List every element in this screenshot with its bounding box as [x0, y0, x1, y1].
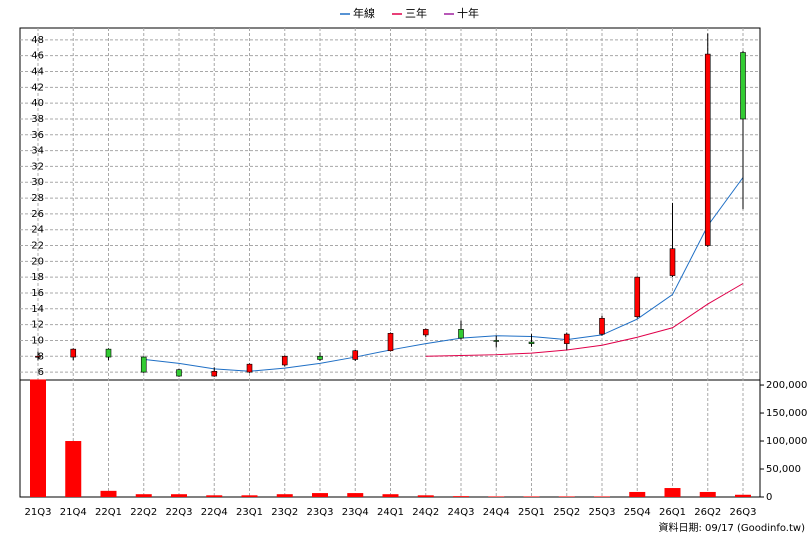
candle-body	[211, 370, 218, 377]
volume-bar	[100, 490, 117, 497]
candle-body	[317, 355, 323, 360]
candle-body	[35, 355, 41, 358]
x-tick-label: 23Q1	[236, 507, 263, 518]
x-tick-label: 22Q4	[201, 507, 228, 518]
x-tick-label: 26Q3	[730, 507, 757, 518]
volume-bar	[382, 494, 399, 497]
y2-tick-label: 100,000	[766, 436, 807, 447]
volume-bar	[453, 496, 469, 497]
volume-bar	[523, 496, 540, 497]
y2-tick-label: 200,000	[766, 380, 807, 391]
volume-bar	[171, 494, 187, 497]
volume-bar	[65, 441, 82, 497]
y-tick-label: 48	[31, 35, 44, 46]
x-tick-label: 25Q4	[624, 507, 651, 518]
volume-bar	[276, 494, 293, 497]
candle-body	[281, 355, 288, 366]
candle-body	[140, 356, 147, 373]
candle-body	[70, 348, 77, 358]
x-tick-label: 22Q1	[95, 507, 122, 518]
data-date-note: 資料日期: 09/17 (Goodinfo.tw)	[658, 521, 805, 534]
y-tick-label: 34	[31, 146, 44, 157]
x-tick-label: 25Q3	[589, 507, 616, 518]
candle-body	[740, 52, 746, 120]
volume-bar	[699, 491, 716, 497]
y-tick-label: 10	[31, 335, 44, 346]
candle-body	[563, 333, 570, 344]
y-tick-label: 12	[31, 320, 44, 331]
y-tick-label: 46	[31, 51, 44, 62]
candle-body	[493, 340, 500, 342]
volume-bar	[594, 496, 610, 497]
y-tick-label: 40	[31, 98, 44, 109]
y-tick-label: 24	[31, 225, 44, 236]
y-tick-label: 26	[31, 209, 44, 220]
legend-label: 年線	[353, 6, 375, 20]
volume-bar	[664, 488, 681, 497]
y2-tick-label: 0	[766, 492, 772, 503]
ma-line	[425, 283, 744, 357]
legend-label: 三年	[405, 6, 427, 20]
candle-body	[176, 369, 182, 377]
x-tick-label: 21Q4	[60, 507, 87, 518]
y-tick-label: 36	[31, 130, 44, 141]
y-tick-label: 22	[31, 241, 44, 252]
y-tick-label: 14	[31, 304, 44, 315]
x-tick-label: 23Q2	[271, 507, 298, 518]
volume-bar	[488, 496, 505, 497]
candle-body	[458, 329, 464, 339]
volume-bar	[629, 491, 646, 497]
volume-bar	[241, 495, 258, 497]
x-tick-label: 26Q2	[694, 507, 721, 518]
candle-body	[387, 333, 394, 352]
volume-bar	[735, 494, 751, 497]
y-tick-label: 32	[31, 161, 44, 172]
y-tick-label: 6	[38, 367, 44, 378]
y-tick-label: 8	[38, 351, 44, 362]
candle-body	[528, 341, 535, 344]
volume-bar	[347, 493, 364, 497]
y-tick-label: 18	[31, 272, 44, 283]
x-tick-label: 23Q4	[342, 507, 369, 518]
volume-bar	[206, 495, 223, 497]
y-tick-label: 20	[31, 256, 44, 267]
y-tick-label: 30	[31, 177, 44, 188]
candle-body	[634, 276, 641, 318]
x-tick-label: 24Q2	[412, 507, 439, 518]
x-tick-label: 25Q1	[518, 507, 545, 518]
volume-bar	[558, 496, 575, 497]
candle-body	[669, 248, 676, 276]
y2-tick-label: 50,000	[766, 464, 801, 475]
x-tick-label: 24Q1	[377, 507, 404, 518]
volume-bar	[30, 379, 46, 497]
x-tick-label: 24Q3	[448, 507, 475, 518]
x-tick-label: 23Q3	[307, 507, 334, 518]
ma-line	[143, 177, 744, 372]
candle-body	[599, 318, 605, 335]
volume-bar	[417, 495, 434, 497]
candle-body	[105, 348, 112, 358]
candle-body	[422, 329, 429, 336]
candle-body	[704, 53, 711, 246]
volume-bar	[135, 494, 152, 497]
y2-tick-label: 150,000	[766, 408, 807, 419]
y-tick-label: 16	[31, 288, 44, 299]
x-tick-label: 22Q2	[130, 507, 157, 518]
y-tick-label: 28	[31, 193, 44, 204]
x-tick-label: 26Q1	[659, 507, 686, 518]
x-tick-label: 24Q4	[483, 507, 510, 518]
x-tick-label: 22Q3	[166, 507, 193, 518]
volume-bar	[312, 493, 328, 497]
y-tick-label: 44	[31, 67, 44, 78]
x-tick-label: 21Q3	[25, 507, 52, 518]
y-tick-label: 38	[31, 114, 44, 125]
legend-label: 十年	[457, 6, 479, 20]
x-tick-label: 25Q2	[553, 507, 580, 518]
y-tick-label: 42	[31, 82, 44, 93]
candle-body	[352, 350, 359, 360]
candle-body	[246, 363, 253, 373]
